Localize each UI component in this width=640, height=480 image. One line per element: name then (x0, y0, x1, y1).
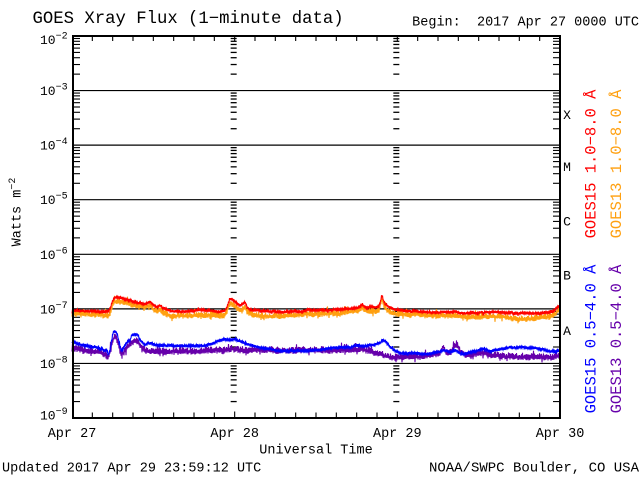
svg-text:NOAA/SWPC Boulder, CO USA: NOAA/SWPC Boulder, CO USA (429, 461, 640, 477)
svg-text:Universal Time: Universal Time (259, 444, 372, 459)
svg-text:Watts m−2: Watts m−2 (8, 178, 26, 247)
svg-text:B: B (563, 268, 571, 283)
svg-text:GOES15 0.5−4.0 Å: GOES15 0.5−4.0 Å (583, 264, 601, 414)
svg-text:Apr 28: Apr 28 (210, 427, 259, 442)
svg-text:Apr 27: Apr 27 (48, 427, 97, 442)
svg-text:C: C (563, 214, 571, 229)
svg-text:GOES13 0.5−4.0 Å: GOES13 0.5−4.0 Å (608, 264, 626, 414)
svg-text:Apr 29: Apr 29 (373, 427, 422, 442)
svg-text:GOES13 1.0−8.0 Å: GOES13 1.0−8.0 Å (608, 89, 626, 239)
svg-text:Apr 30: Apr 30 (536, 427, 585, 442)
svg-text:Updated 2017 Apr 29 23:59:12 U: Updated 2017 Apr 29 23:59:12 UTC (2, 462, 261, 477)
svg-text:M: M (563, 160, 571, 175)
svg-text:GOES Xray Flux (1−minute data): GOES Xray Flux (1−minute data) (33, 10, 344, 29)
svg-text:X: X (563, 108, 571, 123)
svg-text:GOES15 1.0−8.0 Å: GOES15 1.0−8.0 Å (583, 89, 601, 239)
svg-text:A: A (563, 324, 571, 339)
svg-text:Begin: 2017 Apr 27 0000 UTC: Begin: 2017 Apr 27 0000 UTC (412, 16, 639, 31)
